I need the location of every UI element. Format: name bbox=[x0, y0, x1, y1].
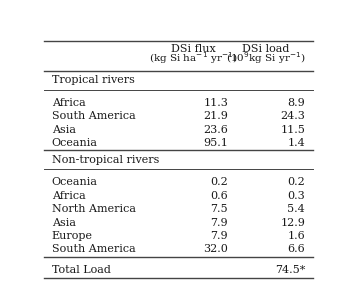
Text: Oceania: Oceania bbox=[52, 138, 97, 148]
Text: 1.4: 1.4 bbox=[287, 138, 305, 148]
Text: 74.5*: 74.5* bbox=[275, 265, 305, 275]
Text: 95.1: 95.1 bbox=[203, 138, 228, 148]
Text: 11.5: 11.5 bbox=[280, 125, 305, 135]
Text: Oceania: Oceania bbox=[52, 177, 97, 187]
Text: 0.2: 0.2 bbox=[211, 177, 228, 187]
Text: 24.3: 24.3 bbox=[280, 111, 305, 121]
Text: 21.9: 21.9 bbox=[203, 111, 228, 121]
Text: Asia: Asia bbox=[52, 125, 76, 135]
Text: 5.4: 5.4 bbox=[287, 204, 305, 214]
Text: Europe: Europe bbox=[52, 231, 93, 241]
Text: 0.6: 0.6 bbox=[211, 191, 228, 201]
Text: (kg Si ha$^{-1}$ yr$^{-1}$): (kg Si ha$^{-1}$ yr$^{-1}$) bbox=[149, 50, 237, 66]
Text: Tropical rivers: Tropical rivers bbox=[52, 75, 134, 85]
Text: Asia: Asia bbox=[52, 218, 76, 228]
Text: Total Load: Total Load bbox=[52, 265, 110, 275]
Text: South America: South America bbox=[52, 111, 135, 121]
Text: DSi flux: DSi flux bbox=[171, 44, 215, 54]
Text: 7.5: 7.5 bbox=[211, 204, 228, 214]
Text: Africa: Africa bbox=[52, 191, 85, 201]
Text: (10$^9$kg Si yr$^{-1}$): (10$^9$kg Si yr$^{-1}$) bbox=[226, 50, 306, 66]
Text: 6.6: 6.6 bbox=[287, 245, 305, 255]
Text: 1.6: 1.6 bbox=[287, 231, 305, 241]
Text: 8.9: 8.9 bbox=[287, 98, 305, 108]
Text: North America: North America bbox=[52, 204, 136, 214]
Text: 23.6: 23.6 bbox=[203, 125, 228, 135]
Text: 7.9: 7.9 bbox=[211, 231, 228, 241]
Text: 0.2: 0.2 bbox=[287, 177, 305, 187]
Text: South America: South America bbox=[52, 245, 135, 255]
Text: Non-tropical rivers: Non-tropical rivers bbox=[52, 155, 159, 165]
Text: 7.9: 7.9 bbox=[211, 218, 228, 228]
Text: DSi load: DSi load bbox=[242, 44, 290, 54]
Text: 32.0: 32.0 bbox=[203, 245, 228, 255]
Text: Africa: Africa bbox=[52, 98, 85, 108]
Text: 11.3: 11.3 bbox=[203, 98, 228, 108]
Text: 12.9: 12.9 bbox=[280, 218, 305, 228]
Text: 0.3: 0.3 bbox=[287, 191, 305, 201]
